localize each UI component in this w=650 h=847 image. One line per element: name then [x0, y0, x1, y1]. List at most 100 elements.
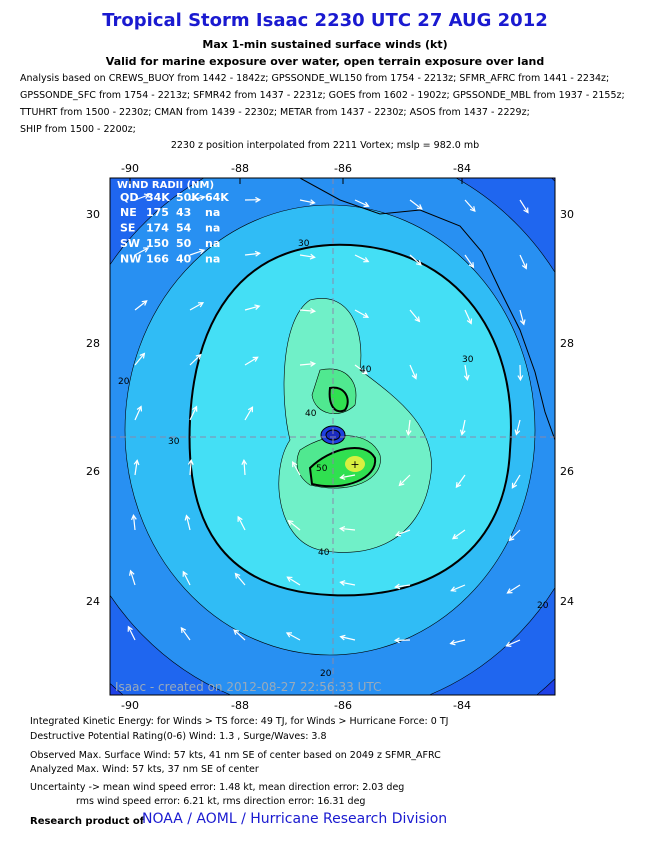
- lat-label: 30: [560, 208, 574, 221]
- wind-arrow: [519, 199, 529, 213]
- wind-arrow: [287, 576, 301, 586]
- wind-arrow-head: [411, 373, 418, 380]
- coastline: [299, 178, 555, 441]
- wind-arrow: [340, 474, 356, 479]
- wind-arrow-head: [285, 632, 292, 638]
- wind-arrow: [180, 627, 191, 641]
- wind-arrow-head: [247, 406, 254, 413]
- radii-cell: na: [205, 237, 220, 250]
- wind-arrow-head: [184, 514, 191, 521]
- wind-arrow: [189, 354, 202, 366]
- analysis-line: SHIP from 1500 - 2200z;: [20, 124, 136, 135]
- wind-arrow-head: [143, 247, 150, 253]
- lat-label: 28: [86, 337, 100, 350]
- wind-arrow: [244, 406, 253, 421]
- wind-arrow: [134, 460, 138, 476]
- subtitle: Max 1-min sustained surface winds (kt): [202, 38, 448, 51]
- radii-header: 50K: [176, 191, 200, 204]
- max-wind-area: [345, 456, 365, 472]
- wind-arrow-head: [128, 569, 135, 576]
- wind-arrow-head: [361, 368, 368, 375]
- contour-label: 20: [320, 669, 332, 679]
- wind-arrow-head: [339, 580, 346, 586]
- lon-label: -86: [334, 162, 352, 175]
- wind-arrow: [409, 364, 417, 379]
- wind-arrow: [189, 249, 205, 256]
- wind-arrow-head: [127, 625, 133, 632]
- wind-arrow: [407, 419, 411, 435]
- wind-arrow-head: [309, 199, 316, 205]
- wind-arrow: [134, 300, 148, 311]
- wind-arrow: [189, 196, 205, 201]
- radii-cell: 50: [176, 237, 192, 250]
- radii-header: QD: [120, 191, 138, 204]
- wind-arrow-head: [466, 318, 473, 325]
- wind-arrow-head: [415, 260, 422, 266]
- wind-arrow-head: [339, 634, 346, 641]
- wind-arrow: [455, 474, 466, 488]
- wind-arrow: [299, 199, 315, 204]
- wind-arrow-head: [519, 319, 526, 326]
- wind-arrow-head: [523, 207, 529, 214]
- radii-cell: 166: [146, 253, 169, 266]
- lon-label: -88: [231, 162, 249, 175]
- wind-arrow: [452, 529, 466, 540]
- footer-line: Analyzed Max. Wind: 57 kts, 37 nm SE of …: [30, 764, 259, 775]
- wind-arrow: [299, 309, 315, 312]
- wind-arrow: [398, 474, 411, 486]
- wind-arrow: [244, 305, 260, 311]
- wind-arrow-head: [133, 459, 140, 466]
- subtitle: Valid for marine exposure over water, op…: [105, 55, 545, 68]
- footer-line: rms wind speed error: 6.21 kt, rms direc…: [76, 796, 366, 807]
- lat-label: 26: [560, 465, 574, 478]
- wind-arrow-head: [468, 262, 475, 269]
- wind-arrow-head: [309, 253, 316, 260]
- wind-arrow: [134, 406, 142, 421]
- wind-arrow-head: [182, 570, 188, 577]
- map-frame: [109, 177, 556, 696]
- wind-arrow-head: [139, 352, 146, 359]
- contour-label: 50: [316, 464, 328, 474]
- wind-arrow: [292, 461, 301, 476]
- wind-arrow-head: [414, 316, 421, 323]
- credit: Isaac - created on 2012-08-27 22:56:33 U…: [115, 680, 381, 694]
- wind-arrow-head: [195, 353, 202, 360]
- wind-arrow-head: [517, 375, 524, 382]
- wind-arrow-head: [398, 480, 405, 487]
- wind-arrow-head: [199, 248, 206, 255]
- wind-arrow-head: [363, 257, 370, 263]
- lon-label: -84: [453, 699, 471, 712]
- wind-arrow: [235, 573, 246, 586]
- wind-field: + WIND RADII (NM)QD 34K 50K 64K NE 175 43 na SE 1…: [110, 178, 555, 695]
- wind-arrow-head: [234, 572, 241, 579]
- wind-radii-table: WIND RADII (NM)QD 34K 50K 64K NE 175 43 na SE 174…: [117, 180, 229, 266]
- radii-cell: na: [205, 222, 220, 235]
- position-note: 2230 z position interpolated from 2211 V…: [170, 140, 480, 151]
- wind-arrow-head: [192, 405, 198, 412]
- wind-arrow: [237, 516, 246, 531]
- analysis-line: GPSSONDE_SFC from 1754 - 2213z; SFMR42 f…: [20, 90, 625, 101]
- wind-arrow-head: [233, 629, 240, 635]
- wind-arrow: [507, 584, 521, 594]
- wind-arrow: [409, 254, 422, 266]
- wind-arrow-head: [451, 533, 458, 540]
- radii-cell: NW: [120, 253, 141, 266]
- wind-arrow-head: [405, 429, 412, 436]
- research-org[interactable]: NOAA / AOML / Hurricane Research Divisio…: [142, 811, 448, 827]
- wind-arrow-head: [309, 307, 317, 314]
- wind-arrow-head: [459, 429, 466, 436]
- wind-arrow: [340, 636, 356, 641]
- wind-arrow: [233, 629, 246, 641]
- wind-arrow-head: [362, 312, 370, 318]
- wind-arrow-head: [199, 194, 206, 201]
- wind-arrow-head: [508, 535, 515, 542]
- wind-arrow: [286, 632, 301, 641]
- lon-label: -88: [231, 699, 249, 712]
- wind-arrow: [395, 529, 411, 536]
- wind-arrow-head: [455, 482, 462, 489]
- radii-cell: SW: [120, 237, 140, 250]
- wind-arrow-head: [393, 637, 400, 644]
- wind-arrow: [464, 254, 474, 268]
- wind-arrow: [506, 639, 521, 647]
- radii-cell: na: [205, 206, 220, 219]
